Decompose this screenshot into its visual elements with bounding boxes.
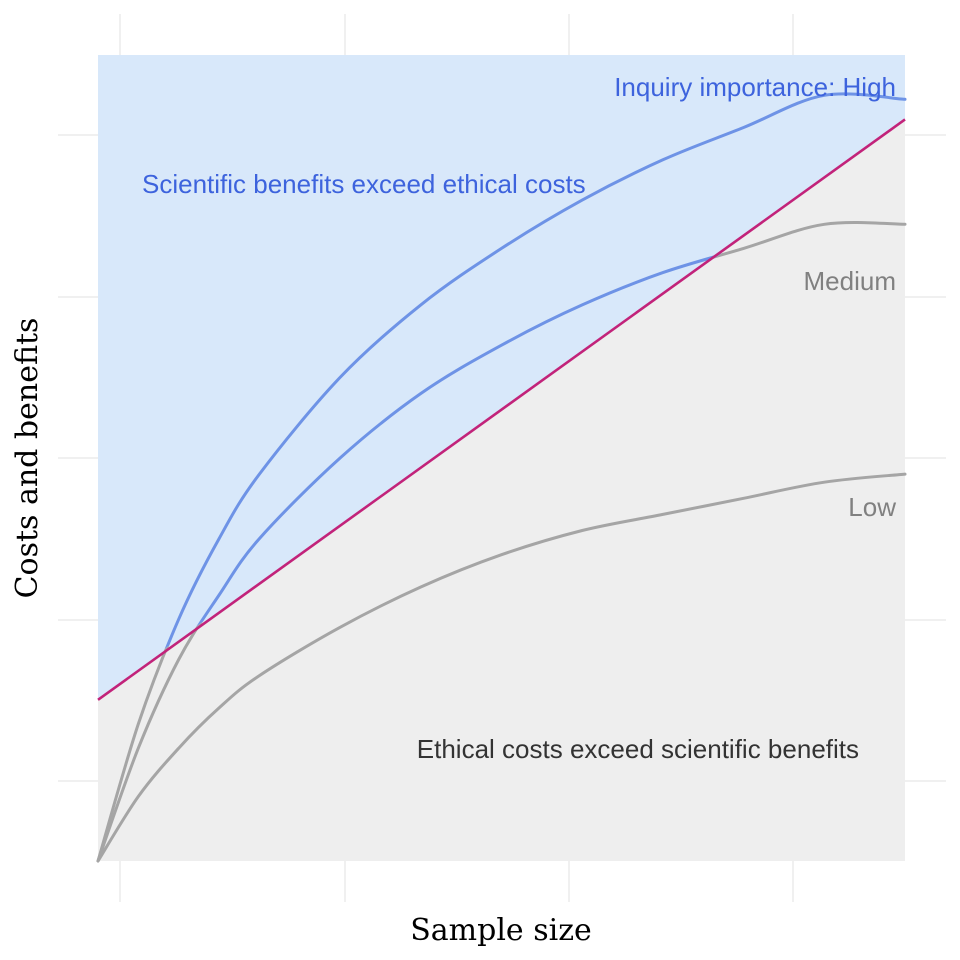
region-benefits-exceed xyxy=(98,55,905,700)
ethical-cost-line xyxy=(97,118,906,701)
series-low xyxy=(96,472,907,863)
region-label-costs-exceed: Ethical costs exceed scientific benefits xyxy=(417,734,859,764)
x-axis-title: Sample size xyxy=(410,913,592,948)
series-label-low: Low xyxy=(848,492,896,522)
series-line-above-high xyxy=(96,92,907,700)
series-high xyxy=(96,92,907,863)
series-medium xyxy=(96,220,907,863)
regions xyxy=(98,55,905,862)
region-label-benefits-exceed: Scientific benefits exceed ethical costs xyxy=(142,169,586,199)
region-costs-exceed xyxy=(98,119,905,862)
series-label-high: Inquiry importance: High xyxy=(614,72,896,102)
y-axis-title: Costs and benefits xyxy=(10,318,45,599)
series-lines xyxy=(96,92,907,863)
series-label-medium: Medium xyxy=(804,266,896,296)
series-line-below-low xyxy=(96,472,907,863)
annotations: Scientific benefits exceed ethical costs… xyxy=(142,72,896,764)
